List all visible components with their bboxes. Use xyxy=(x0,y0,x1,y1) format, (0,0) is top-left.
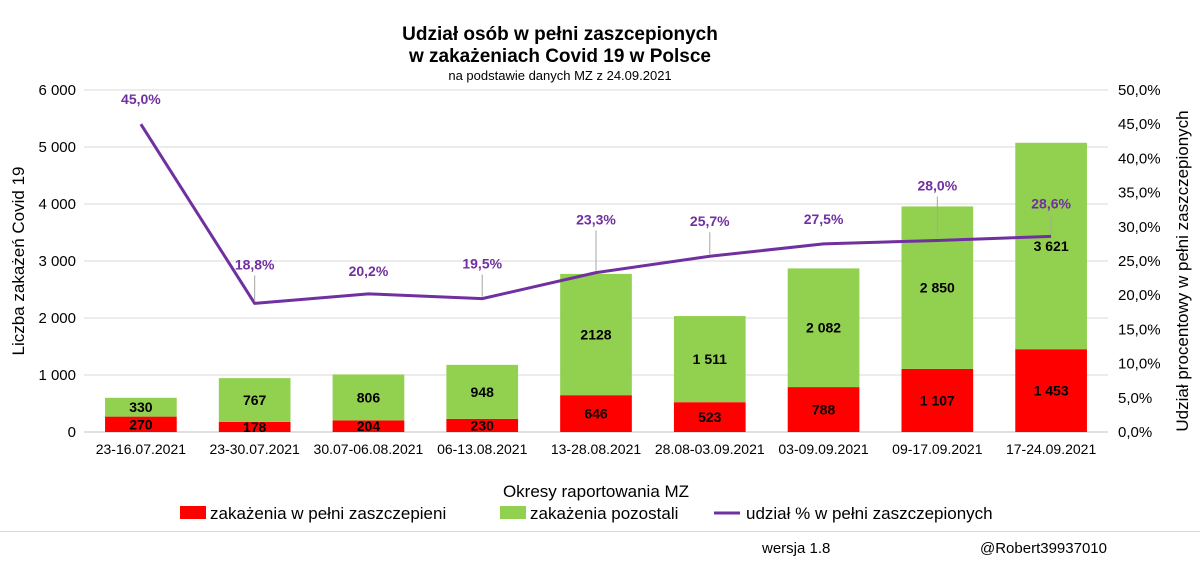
bar-vaccinated xyxy=(787,387,860,432)
y-tick-label: 5 000 xyxy=(38,139,76,156)
y2-tick-label: 10,0% xyxy=(1118,356,1161,373)
version-label: wersja 1.8 xyxy=(762,540,831,557)
data-label-share: 19,5% xyxy=(462,256,502,272)
bar-vaccinated xyxy=(332,420,405,432)
chart-title-line-2: w zakażeniach Covid 19 w Polsce xyxy=(408,46,711,67)
data-label-share: 20,2% xyxy=(349,263,389,279)
data-label-vaccinated: 523 xyxy=(698,409,722,425)
bar-vaccinated xyxy=(901,368,974,432)
data-label-vaccinated: 646 xyxy=(584,406,608,422)
x-tick-label: 17-24.09.2021 xyxy=(1006,441,1097,457)
data-label-share: 28,6% xyxy=(1031,195,1071,211)
data-label-share: 27,5% xyxy=(804,211,844,227)
y-tick-label: 3 000 xyxy=(38,253,76,270)
bar-other xyxy=(1015,142,1087,350)
y-tick-label: 0 xyxy=(68,424,76,441)
bar-vaccinated xyxy=(105,416,177,432)
y2-axis-title: Udział procentowy w pełni zaszczepionych xyxy=(1173,110,1192,431)
x-tick-label: 28.08-03.09.2021 xyxy=(655,441,765,457)
data-label-share: 28,0% xyxy=(917,177,957,193)
y2-tick-label: 25,0% xyxy=(1118,253,1161,270)
bar-vaccinated xyxy=(218,421,291,432)
y-tick-label: 6 000 xyxy=(38,82,76,99)
data-label-vaccinated: 204 xyxy=(357,418,381,434)
legend-label-share: udział % w pełni zaszczepionych xyxy=(746,504,993,523)
bar-other xyxy=(673,316,746,403)
author-handle: @Robert39937010 xyxy=(980,540,1107,557)
data-label-other: 330 xyxy=(129,399,153,415)
data-label-share: 23,3% xyxy=(576,212,616,228)
line-share-vaccinated xyxy=(139,123,1052,305)
y2-tick-label: 5,0% xyxy=(1118,390,1152,407)
legend-swatch-vaccinated xyxy=(180,506,206,519)
chart-area: 0 1 000 2 000 3 000 4 000 5 000 6 000 0,0% 5,0% 1… xyxy=(9,82,1192,523)
data-label-other: 3 621 xyxy=(1034,238,1069,254)
x-tick-label: 13-28.08.2021 xyxy=(551,441,642,457)
bar-other xyxy=(787,268,860,388)
y2-tick-label: 30,0% xyxy=(1118,219,1161,236)
x-tick-label: 23-30.07.2021 xyxy=(210,441,301,457)
y2-tick-label: 40,0% xyxy=(1118,150,1161,167)
data-label-other: 2 850 xyxy=(920,280,955,296)
bar-other xyxy=(560,273,632,396)
chart-title: Udział osób w pełni zaszcepionych w zaka… xyxy=(300,24,820,84)
bar-vaccinated xyxy=(673,402,746,432)
data-label-vaccinated: 270 xyxy=(129,416,153,432)
bar-vaccinated xyxy=(446,418,519,432)
data-label-vaccinated: 1 453 xyxy=(1034,383,1069,399)
bar-vaccinated xyxy=(1015,349,1087,432)
legend-label-vaccinated: zakażenia w pełni zaszczepieni xyxy=(210,504,446,523)
x-tick-label: 09-17.09.2021 xyxy=(892,441,983,457)
y2-tick-label: 0,0% xyxy=(1118,424,1152,441)
x-tick-label: 03-09.09.2021 xyxy=(778,441,869,457)
data-label-share: 45,0% xyxy=(121,91,161,107)
bar-other xyxy=(332,374,405,421)
bar-other xyxy=(105,397,177,417)
data-label-other: 2 082 xyxy=(806,320,841,336)
data-label-vaccinated: 788 xyxy=(812,402,836,418)
x-tick-label: 23-16.07.2021 xyxy=(96,441,187,457)
data-label-vaccinated: 230 xyxy=(471,417,495,433)
y2-tick-label: 50,0% xyxy=(1118,82,1161,99)
bar-other xyxy=(218,378,291,422)
y-axis-title: Liczba zakażeń Covid 19 xyxy=(9,166,28,355)
legend-label-other: zakażenia pozostali xyxy=(530,504,678,523)
x-tick-label: 06-13.08.2021 xyxy=(437,441,528,457)
bar-other xyxy=(446,364,519,419)
y2-tick-label: 15,0% xyxy=(1118,321,1161,338)
legend-swatch-other xyxy=(500,506,526,519)
bar-vaccinated xyxy=(560,395,632,432)
x-tick-label: 30.07-06.08.2021 xyxy=(314,441,424,457)
data-label-other: 767 xyxy=(243,392,267,408)
data-label-share: 18,8% xyxy=(235,256,275,272)
data-label-other: 806 xyxy=(357,389,381,405)
y-tick-label: 2 000 xyxy=(38,310,76,327)
footer-divider xyxy=(0,531,1200,532)
data-label-vaccinated: 1 107 xyxy=(920,392,955,408)
chart-subtitle: na podstawie danych MZ z 24.09.2021 xyxy=(448,68,672,83)
y2-tick-label: 35,0% xyxy=(1118,185,1161,202)
y-tick-label: 4 000 xyxy=(38,196,76,213)
data-label-other: 1 511 xyxy=(693,351,727,367)
x-axis-title: Okresy raportowania MZ xyxy=(503,482,689,501)
data-label-other: 2128 xyxy=(580,327,611,343)
chart-title-line-1: Udział osób w pełni zaszcepionych xyxy=(402,24,718,45)
y2-tick-label: 20,0% xyxy=(1118,287,1161,304)
y-tick-label: 1 000 xyxy=(38,367,76,384)
data-label-share: 25,7% xyxy=(690,213,730,229)
data-label-vaccinated: 178 xyxy=(243,419,267,435)
y2-tick-label: 45,0% xyxy=(1118,116,1161,133)
data-label-other: 948 xyxy=(471,384,495,400)
